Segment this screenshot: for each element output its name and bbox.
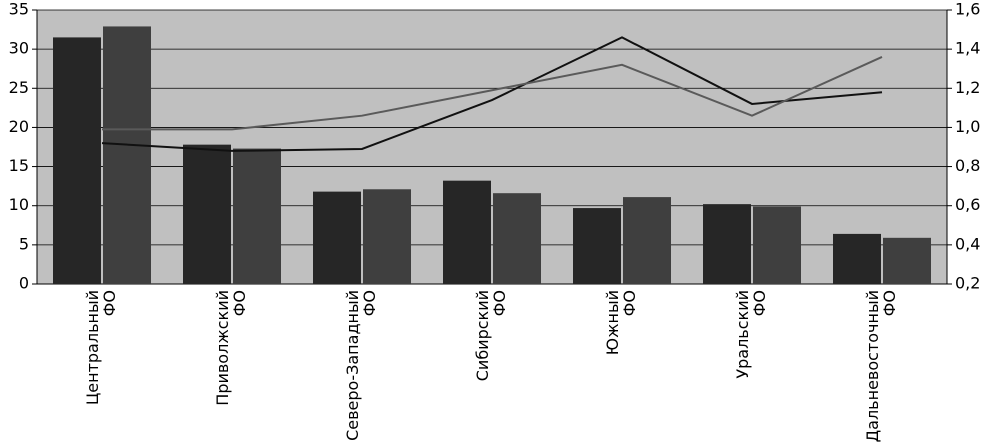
y2-tick-label: 1,2 <box>955 78 980 97</box>
bar <box>363 189 411 284</box>
bar <box>833 233 881 284</box>
x-tick-label: Южный <box>603 290 622 355</box>
y-tick-label: 25 <box>9 78 29 97</box>
y-tick-label: 15 <box>9 156 29 175</box>
x-tick-label: Дальневосточный <box>863 290 882 442</box>
x-tick-label: ФО <box>230 290 249 316</box>
y-tick-label: 5 <box>19 234 29 253</box>
y-tick-label: 35 <box>9 0 29 19</box>
y2-tick-label: 1,4 <box>955 39 980 58</box>
bar <box>53 37 101 285</box>
x-tick-label: ФО <box>750 290 769 316</box>
x-tick-label: ФО <box>490 290 509 316</box>
y-tick-label: 0 <box>19 274 29 293</box>
y2-tick-label: 0,2 <box>955 274 980 293</box>
x-tick-label: Сибирский <box>473 290 492 381</box>
x-tick-label: ФО <box>360 290 379 316</box>
bar <box>493 193 541 284</box>
y2-tick-label: 0,6 <box>955 195 980 214</box>
bar <box>233 148 281 284</box>
line <box>101 36 883 152</box>
y-tick-label: 20 <box>9 117 29 136</box>
x-tick-label: ФО <box>880 290 899 316</box>
bar <box>183 144 231 284</box>
y-tick-label: 10 <box>9 195 29 214</box>
x-tick-label: Приволжский <box>213 290 232 406</box>
bar <box>443 180 491 284</box>
y2-tick-label: 0,8 <box>955 156 980 175</box>
x-tick-label: Северо-Западный <box>343 290 362 441</box>
y2-tick-label: 1,6 <box>955 0 980 19</box>
bar <box>883 237 931 284</box>
bar <box>103 26 151 284</box>
x-tick-label: Уральский <box>733 290 752 379</box>
y-tick-label: 30 <box>9 39 29 58</box>
x-tick-label: ФО <box>100 290 119 316</box>
y2-tick-label: 0,4 <box>955 234 980 253</box>
bar <box>703 204 751 284</box>
bar <box>573 208 621 284</box>
y2-tick-label: 1,0 <box>955 117 980 136</box>
line <box>102 56 883 131</box>
bar <box>753 206 801 284</box>
x-tick-label: ФО <box>620 290 639 316</box>
bar <box>313 191 361 284</box>
x-tick-label: Центральный <box>83 290 102 405</box>
bar <box>623 197 671 284</box>
